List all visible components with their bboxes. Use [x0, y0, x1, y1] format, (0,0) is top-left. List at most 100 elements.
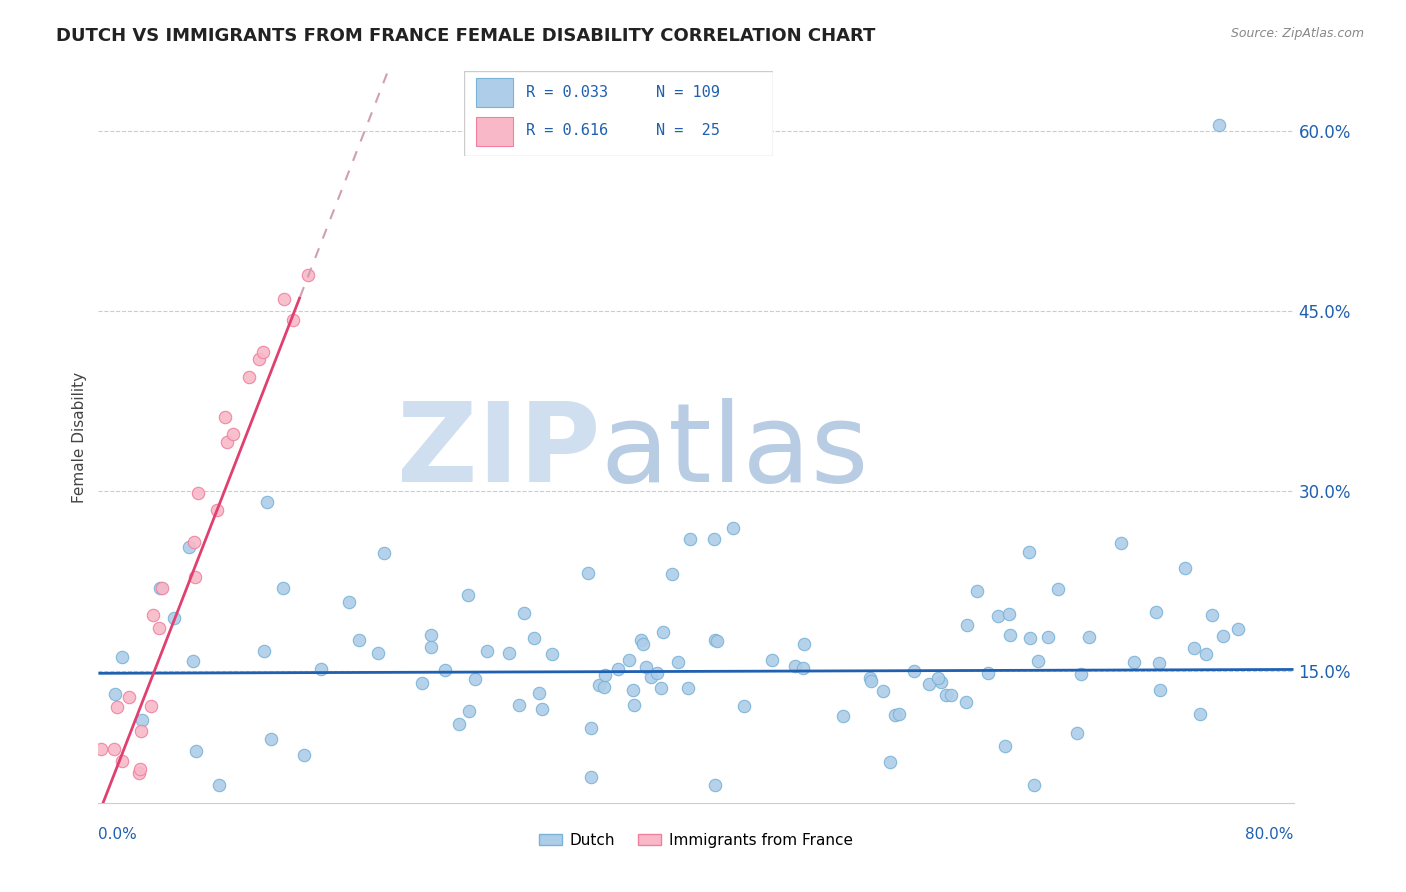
Point [997, 607, 1019, 621]
Point [457, 588, 479, 602]
Point [617, 653, 640, 667]
Point [832, 709, 855, 723]
Point [260, 732, 283, 747]
Point [104, 687, 127, 701]
Point [595, 667, 617, 681]
Y-axis label: Female Disability: Female Disability [72, 371, 87, 503]
Point [141, 699, 163, 714]
Point [347, 633, 370, 648]
Point [217, 434, 239, 449]
Point [411, 676, 433, 690]
Point [523, 631, 546, 645]
Text: 0.0%: 0.0% [98, 827, 138, 842]
Point [1149, 682, 1171, 697]
Point [186, 744, 208, 758]
Point [721, 521, 744, 535]
Point [373, 546, 395, 560]
Point [1195, 647, 1218, 661]
Point [579, 722, 602, 736]
Point [184, 570, 207, 584]
Point [214, 409, 236, 424]
Point [183, 535, 205, 549]
Point [927, 671, 949, 685]
Point [179, 540, 201, 554]
Point [129, 723, 152, 738]
Point [1201, 608, 1223, 623]
Point [879, 756, 901, 770]
Point [252, 345, 274, 359]
Point [150, 581, 173, 595]
Point [297, 268, 319, 283]
Point [661, 567, 683, 582]
Text: N = 109: N = 109 [655, 85, 720, 100]
Point [142, 608, 165, 623]
Point [887, 707, 910, 722]
Bar [477, 117, 513, 146]
Point [1026, 654, 1049, 668]
Text: atlas: atlas [600, 398, 869, 505]
Point [793, 637, 815, 651]
Point [447, 716, 470, 731]
Point [1024, 778, 1046, 792]
Point [498, 646, 520, 660]
Point [883, 707, 905, 722]
Point [634, 660, 657, 674]
Point [1208, 118, 1230, 132]
Point [1173, 561, 1195, 575]
Point [222, 426, 245, 441]
Point [955, 695, 977, 709]
Point [858, 671, 880, 685]
Point [540, 647, 562, 661]
Point [860, 673, 883, 688]
Point [529, 686, 551, 700]
Point [149, 581, 172, 595]
Point [986, 608, 1008, 623]
Point [1189, 707, 1212, 722]
Point [457, 704, 479, 718]
Point [464, 673, 486, 687]
Point [256, 495, 278, 509]
Point [783, 659, 806, 673]
Point [733, 699, 755, 714]
Point [761, 653, 783, 667]
Point [1046, 582, 1069, 596]
Point [872, 684, 894, 698]
Point [187, 486, 209, 500]
Point [578, 566, 600, 581]
Point [1018, 545, 1040, 559]
Point [508, 698, 530, 713]
Point [271, 581, 294, 595]
Point [530, 702, 553, 716]
Point [1070, 667, 1092, 681]
Point [704, 632, 727, 647]
Point [966, 584, 988, 599]
Point [679, 533, 702, 547]
Point [650, 681, 672, 695]
Point [247, 351, 270, 366]
Point [977, 666, 1000, 681]
Point [419, 628, 441, 642]
Point [706, 634, 728, 648]
Point [579, 770, 602, 784]
Point [309, 663, 332, 677]
Point [1078, 630, 1101, 644]
Point [678, 681, 700, 695]
Text: ZIP: ZIP [396, 398, 600, 505]
Point [238, 370, 260, 384]
Point [939, 688, 962, 702]
Point [1227, 623, 1250, 637]
Point [994, 739, 1017, 754]
Text: N =  25: N = 25 [655, 123, 720, 138]
Text: R = 0.033: R = 0.033 [526, 85, 607, 100]
Point [1109, 536, 1132, 550]
Point [935, 688, 957, 702]
Point [131, 713, 153, 727]
Point [1018, 631, 1040, 645]
Point [292, 748, 315, 763]
Point [903, 664, 925, 678]
Point [666, 655, 689, 669]
Point [1182, 640, 1205, 655]
Point [110, 650, 132, 665]
Point [792, 661, 814, 675]
Point [651, 625, 673, 640]
